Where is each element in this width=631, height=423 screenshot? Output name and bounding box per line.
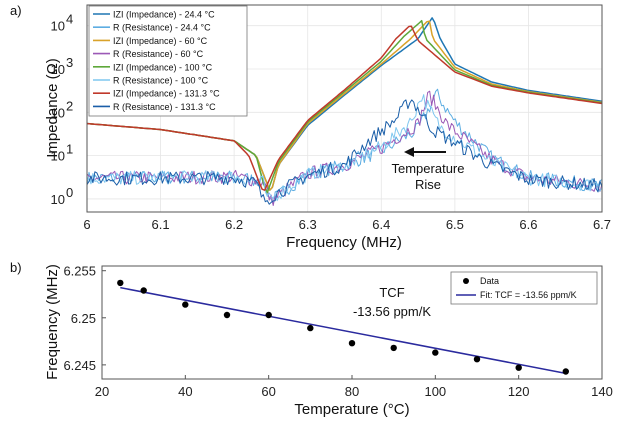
y-tick-exponent: 2 [66, 98, 73, 113]
data-point [307, 324, 314, 332]
y-tick-label: 10 [51, 192, 65, 207]
y-tick-label: 10 [51, 62, 65, 77]
x-ticks-b: 20 40 60 80 100 120 140 [95, 375, 613, 399]
y-tick-label: 6.255 [63, 264, 96, 279]
data-point [182, 301, 189, 308]
legend-entry: R (Resistance) - 131.3 °C [113, 102, 216, 112]
tcf-chart: b) 20 40 60 80 100 120 140 6.245 6.25 6.255 Temp… [10, 260, 613, 418]
annotation-line1-a: Temperature [392, 161, 465, 176]
x-tick-label: 80 [345, 384, 359, 399]
series-group-b [117, 279, 569, 375]
y-tick-exponent: 4 [66, 12, 73, 27]
y-ticks-b: 6.245 6.25 6.255 [63, 264, 106, 373]
legend-entry: R (Resistance) - 60 °C [113, 49, 204, 59]
x-tick-label: 6.3 [299, 217, 317, 232]
series-line-7 [86, 25, 603, 191]
x-tick-label: 6.2 [225, 217, 243, 232]
x-tick-label: 6.7 [593, 217, 611, 232]
panel-label-b: b) [10, 260, 22, 275]
x-tick-label: 6.6 [519, 217, 537, 232]
arrow-head [404, 147, 414, 157]
series-line-8 [86, 99, 603, 205]
data-point [348, 340, 356, 347]
x-ticks-a: 6 6.1 6.2 6.3 6.4 6.5 6.6 6.7 [83, 217, 611, 232]
annotation-line2-a: Rise [415, 177, 441, 192]
fit-line [120, 286, 566, 375]
y-axis-label-b: Frequency (MHz) [44, 264, 61, 380]
x-tick-label: 6.4 [372, 217, 390, 232]
x-tick-label: 120 [508, 384, 530, 399]
x-axis-label-a: Frequency (MHz) [286, 234, 402, 251]
x-tick-label: 60 [261, 384, 275, 399]
data-point [432, 349, 439, 356]
data-point [473, 356, 481, 363]
data-point [223, 311, 231, 319]
x-tick-label: 40 [178, 384, 192, 399]
y-tick-label: 10 [51, 19, 65, 34]
legend-entry: R (Resistance) - 100 °C [113, 76, 209, 86]
series-line-6 [86, 94, 603, 202]
y-tick-label: 6.245 [63, 358, 96, 373]
x-tick-label: 20 [95, 384, 109, 399]
legend-entry: IZI (Impedance) - 131.3 °C [113, 89, 220, 99]
legend-entry-fit: Fit: TCF = -13.56 ppm/K [480, 290, 577, 300]
legend-entry: R (Resistance) - 24.4 °C [113, 23, 211, 33]
y-tick-exponent: 1 [66, 142, 73, 157]
legend-box-a [88, 5, 248, 117]
legend-entry: IZI (Impedance) - 100 °C [113, 62, 213, 72]
legend-entry: IZI (Impedance) - 60 °C [113, 36, 208, 46]
x-tick-label: 6.1 [152, 217, 170, 232]
y-tick-exponent: 0 [66, 185, 73, 200]
x-tick-label: 6 [83, 217, 90, 232]
y-tick-label: 6.25 [71, 311, 96, 326]
legend-box-b [450, 271, 598, 305]
x-tick-label: 140 [591, 384, 613, 399]
x-axis-label-b: Temperature (°C) [294, 401, 409, 418]
data-point [390, 344, 397, 352]
data-point [117, 279, 124, 287]
y-tick-exponent: 3 [66, 55, 73, 70]
data-point [515, 364, 522, 371]
x-tick-label: 100 [424, 384, 446, 399]
data-point [562, 368, 569, 375]
legend-entry-data: Data [480, 276, 499, 286]
series-group-a [86, 17, 603, 206]
annotation-line1-b: TCF [379, 285, 404, 300]
axes-box-a [86, 4, 603, 213]
legend-entry: IZI (Impedance) - 24.4 °C [113, 10, 215, 20]
tcf-annotation: TCF -13.56 ppm/K [353, 285, 431, 319]
legend-b: Data Fit: TCF = -13.56 ppm/K [450, 271, 598, 305]
legend-swatch-data [463, 278, 469, 284]
annotation-line2-b: -13.56 ppm/K [353, 304, 431, 319]
panel-label-a: a) [10, 3, 22, 18]
data-point [265, 311, 272, 319]
y-tick-label: 10 [51, 105, 65, 120]
y-axis-label-a: Impedance (Ω) [44, 58, 61, 158]
temperature-annotation: Temperature Rise [392, 147, 465, 192]
legend-a: IZI (Impedance) - 24.4 °C R (Resistance) … [88, 5, 248, 117]
x-tick-label: 6.5 [446, 217, 464, 232]
y-tick-label: 10 [51, 149, 65, 164]
data-point [140, 287, 147, 294]
